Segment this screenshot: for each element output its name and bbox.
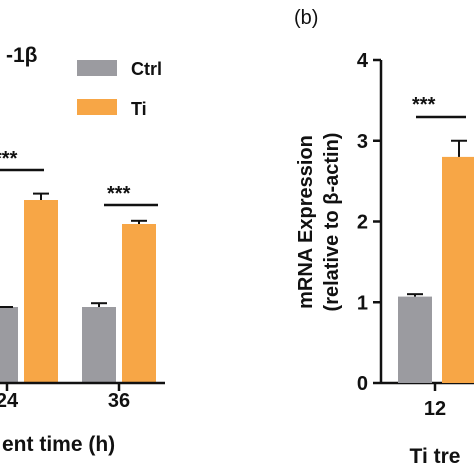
sig-label-12: ***	[412, 94, 436, 116]
x-tick-label-24: 24	[0, 390, 19, 412]
legend-label-ctrl: Ctrl	[131, 59, 162, 79]
y-tick-label-0: 0	[357, 373, 368, 395]
bar-ctrl-36	[82, 307, 116, 383]
panel-b-bars	[398, 115, 474, 383]
panel-b-label: (b)	[294, 7, 318, 29]
bar-ti-36-lower	[122, 231, 156, 383]
panel-a-bars	[0, 168, 165, 391]
panel-b: (b) mRNA Expression (relative to β-actin…	[294, 7, 474, 468]
panel-a-title: -1β	[6, 44, 38, 67]
panel-b-x-axis-title: Ti tre	[410, 445, 461, 468]
panel-a: -1β Ctrl Ti 24 36 *** *** ent time (h)	[0, 44, 165, 456]
y-tick-label-4: 4	[357, 50, 369, 72]
bar-ti-24-upper	[24, 200, 58, 232]
bar-ti-12	[442, 156, 474, 383]
sig-label-36: ***	[107, 183, 131, 205]
y-axis-title-line-1: mRNA Expression	[295, 135, 317, 309]
legend-swatch-ti	[77, 99, 117, 115]
bar-ti-36-upper	[122, 224, 156, 232]
x-tick-label-12: 12	[424, 398, 446, 420]
legend-swatch-ctrl	[77, 60, 117, 76]
bar-ti-24-lower	[24, 231, 58, 383]
y-axis-title-line-2: (relative to β-actin)	[321, 133, 343, 312]
bar-ctrl-24	[0, 307, 18, 383]
panel-a-x-axis-title: ent time (h)	[2, 433, 115, 456]
x-tick-label-36: 36	[108, 390, 130, 412]
y-tick-label-1: 1	[357, 292, 368, 314]
y-tick-label-2: 2	[357, 212, 368, 234]
sig-label-24: ***	[0, 148, 18, 170]
legend-label-ti: Ti	[131, 99, 147, 119]
y-tick-label-3: 3	[357, 131, 368, 153]
bar-ctrl-12	[398, 296, 432, 383]
